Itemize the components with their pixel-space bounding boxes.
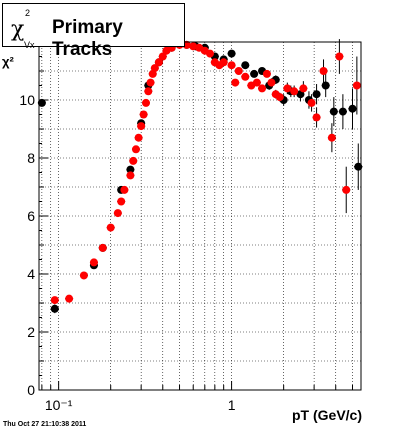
data-point — [312, 113, 321, 122]
data-point — [150, 64, 159, 73]
data-point — [79, 271, 88, 280]
data-point — [352, 81, 361, 90]
data-point — [113, 209, 122, 218]
data-point — [348, 104, 357, 113]
data-point — [131, 145, 140, 154]
y-tick-label: 0 — [27, 382, 35, 398]
data-point — [139, 110, 148, 119]
axes-frame — [38, 41, 362, 391]
data-point — [354, 162, 363, 171]
y-axis-label-text: χ² — [2, 54, 14, 69]
chi-superscript: 2 — [25, 8, 31, 18]
data-series — [37, 40, 363, 313]
series-black — [37, 40, 363, 313]
data-point — [327, 133, 336, 142]
chart-title-box: χ 2 Vx Primary Tracks — [2, 3, 185, 60]
data-point — [234, 67, 243, 75]
data-point — [189, 42, 198, 51]
data-point — [117, 197, 126, 206]
y-tick-label: 10 — [19, 92, 35, 108]
x-tick-label: 1 — [228, 397, 236, 413]
data-point — [158, 52, 167, 61]
data-point — [252, 78, 261, 87]
data-point — [120, 185, 129, 194]
data-point — [137, 122, 146, 131]
data-point — [89, 258, 98, 267]
data-point — [241, 72, 250, 81]
data-point — [126, 171, 135, 180]
data-point — [126, 165, 135, 174]
data-point — [267, 78, 276, 87]
data-point — [50, 304, 59, 313]
data-point — [219, 58, 228, 67]
data-point — [231, 78, 240, 87]
x-axis-label: pT (GeV/c) — [291, 407, 362, 423]
data-point — [98, 243, 107, 252]
data-point — [37, 98, 46, 107]
timestamp: Thu Oct 27 21:10:38 2011 — [3, 421, 87, 428]
data-point — [290, 87, 299, 96]
data-point — [227, 61, 236, 70]
y-tick-label: 6 — [27, 208, 35, 224]
data-point — [262, 69, 271, 78]
data-point — [65, 294, 74, 303]
data-point — [338, 107, 347, 116]
data-point — [205, 49, 214, 58]
data-point — [241, 61, 250, 70]
x-tick-label: 10⁻¹ — [45, 397, 73, 413]
data-point — [142, 98, 151, 107]
data-point — [329, 107, 338, 116]
data-point — [129, 156, 138, 165]
data-point — [335, 52, 344, 61]
chi-subscript: Vx — [24, 40, 35, 50]
data-point — [283, 84, 292, 93]
tick-labels: 0 2 4 6 8 10 10⁻¹ 1 — [19, 92, 235, 413]
data-point — [146, 78, 155, 87]
chi-letter: χ — [11, 17, 25, 42]
data-point — [319, 67, 328, 75]
y-tick-label: 8 — [27, 150, 35, 166]
y-tick-label: 2 — [27, 324, 35, 340]
data-point — [258, 84, 267, 93]
data-point — [307, 98, 316, 107]
series-red — [50, 40, 361, 305]
error-bars — [37, 39, 363, 314]
data-point — [342, 185, 351, 194]
data-point — [321, 81, 330, 90]
data-point — [250, 69, 259, 78]
y-axis-label: χ² — [2, 54, 14, 69]
data-point — [275, 93, 284, 102]
chart-title: Primary Tracks — [52, 17, 123, 60]
data-point — [50, 296, 59, 305]
data-point — [154, 58, 163, 67]
data-point — [227, 49, 236, 58]
chi-symbol: χ 2 Vx — [11, 8, 35, 50]
data-point — [312, 90, 321, 99]
data-point — [134, 133, 143, 142]
y-tick-label: 4 — [27, 266, 35, 282]
data-point — [299, 84, 308, 93]
data-point — [144, 87, 153, 96]
data-point — [106, 223, 115, 232]
